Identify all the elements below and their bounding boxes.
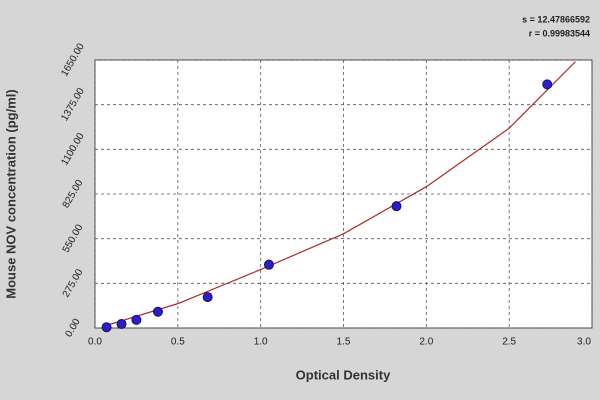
y-tick-label: 1375.00 <box>59 86 87 123</box>
data-point <box>152 306 163 317</box>
data-point <box>263 259 274 270</box>
y-tick-label: 275.00 <box>61 267 86 299</box>
data-point <box>131 314 142 325</box>
x-tick-label: 0.0 <box>88 337 102 348</box>
x-tick-label: 0.5 <box>171 337 185 348</box>
data-point <box>542 79 553 90</box>
annotation: s = 12.47866592 <box>522 14 590 24</box>
x-tick-label: 2.0 <box>419 337 433 348</box>
annotation: r = 0.99983544 <box>529 28 590 38</box>
x-tick-label: 1.5 <box>337 337 351 348</box>
y-tick-label: 1100.00 <box>60 131 87 168</box>
data-point <box>116 318 127 329</box>
y-tick-label: 550.00 <box>61 222 86 254</box>
data-point <box>202 292 213 303</box>
y-tick-label: 0.00 <box>63 317 82 340</box>
y-axis-label: Mouse NOV concentration (pg/ml) <box>3 89 18 298</box>
data-point <box>101 322 112 333</box>
data-point <box>391 201 402 212</box>
x-tick-label: 2.5 <box>502 337 516 348</box>
y-tick-label: 825.00 <box>61 178 86 210</box>
x-axis-label: Optical Density <box>296 367 391 382</box>
x-tick-label: 3.0 <box>577 337 591 348</box>
y-tick-label: 1650.00 <box>59 41 87 78</box>
x-tick-label: 1.0 <box>254 337 268 348</box>
